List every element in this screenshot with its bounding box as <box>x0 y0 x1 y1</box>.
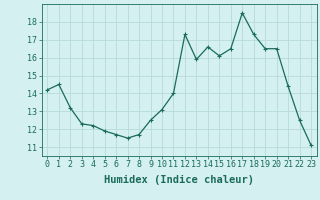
X-axis label: Humidex (Indice chaleur): Humidex (Indice chaleur) <box>104 175 254 185</box>
